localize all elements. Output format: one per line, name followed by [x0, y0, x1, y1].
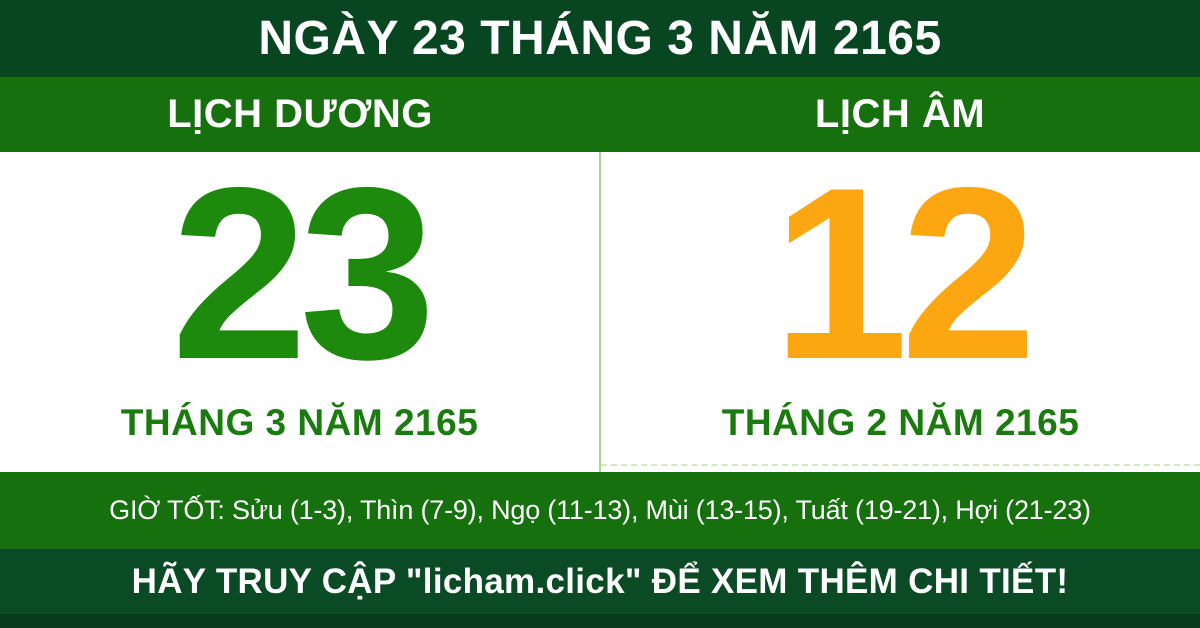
calendar-panels: 23 THÁNG 3 NĂM 2165 12 THÁNG 2 NĂM 2165 — [0, 135, 1200, 472]
calendar-type-bar: LỊCH DƯƠNG LỊCH ÂM — [0, 77, 1200, 152]
lunar-month-year-label: THÁNG 2 NĂM 2165 — [721, 402, 1080, 443]
panel-divider — [599, 152, 601, 472]
page-title: NGÀY 23 THÁNG 3 NĂM 2165 — [258, 12, 942, 65]
footer-cta[interactable]: HÃY TRUY CẬP "licham.click" ĐỂ XEM THÊM … — [131, 561, 1069, 601]
footer-bottom-strip — [0, 614, 1200, 628]
good-hours-bar: GIỜ TỐT: Sửu (1-3), Thìn (7-9), Ngọ (11-… — [0, 472, 1200, 549]
lunar-panel: 12 THÁNG 2 NĂM 2165 — [601, 135, 1200, 472]
lunar-day-number: 12 — [772, 135, 1037, 410]
footer-bar: HÃY TRUY CẬP "licham.click" ĐỂ XEM THÊM … — [0, 549, 1200, 628]
lunar-calendar-label: LỊCH ÂM — [814, 92, 986, 136]
header-bar: NGÀY 23 THÁNG 3 NĂM 2165 — [0, 0, 1200, 77]
solar-day-number: 23 — [171, 135, 436, 410]
good-hours-text: GIỜ TỐT: Sửu (1-3), Thìn (7-9), Ngọ (11-… — [109, 495, 1091, 525]
solar-panel: 23 THÁNG 3 NĂM 2165 — [0, 135, 599, 472]
solar-calendar-label: LỊCH DƯƠNG — [167, 92, 433, 136]
lunar-panel-dashed-line — [601, 464, 1200, 466]
solar-month-year-label: THÁNG 3 NĂM 2165 — [120, 402, 479, 443]
